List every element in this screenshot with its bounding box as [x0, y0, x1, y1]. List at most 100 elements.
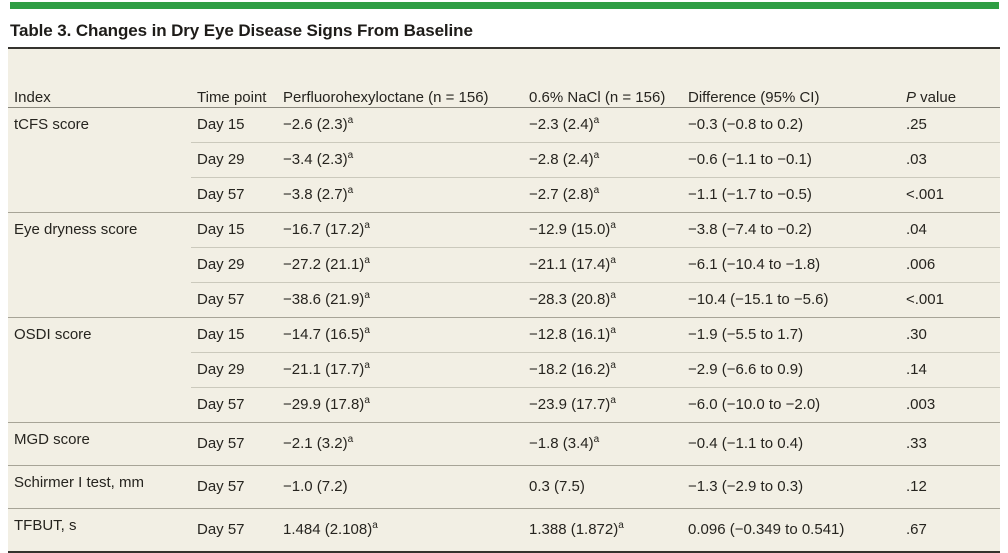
- table-row: Day 57 −3.8 (2.7)a −2.7 (2.8)a −1.1 (−1.7 t…: [8, 176, 1000, 212]
- cell-nacl: −18.2 (16.2)a: [523, 351, 682, 387]
- cell-nacl: −1.8 (3.4)a: [523, 421, 682, 465]
- p-value-rest: value: [916, 88, 957, 106]
- footnote-marker: a: [347, 115, 354, 126]
- cell-difference: −1.9 (−5.5 to 1.7): [682, 316, 900, 352]
- cell-time-point: Day 29: [191, 351, 277, 387]
- table-row: Day 57 −38.6 (21.9)a −28.3 (20.8)a −10.4 (−…: [8, 281, 1000, 317]
- cell-time-point: Day 29: [191, 141, 277, 177]
- cell-p-value: .67: [900, 507, 1000, 552]
- cell-time-point: Day 57: [191, 176, 277, 212]
- table-title: Table 3. Changes in Dry Eye Disease Sign…: [10, 21, 473, 40]
- cell-perfluorohexyloctane: −3.4 (2.3)a: [277, 141, 523, 177]
- cell-nacl: 1.388 (1.872)a: [523, 507, 682, 552]
- cell-nacl: −23.9 (17.7)a: [523, 386, 682, 422]
- cell-perfluorohexyloctane: −2.6 (2.3)a: [277, 106, 523, 142]
- col-header-index: Index: [8, 48, 191, 108]
- dry-eye-signs-table: Index Time point Perfluorohexyloctane (n…: [8, 47, 1000, 553]
- cell-time-point: Day 57: [191, 386, 277, 422]
- footnote-marker: a: [610, 395, 616, 406]
- cell-index: tCFS score: [8, 106, 191, 212]
- footnote-marker: a: [593, 150, 600, 161]
- cell-index: Eye dryness score: [8, 211, 191, 317]
- footnote-marker: a: [372, 520, 378, 531]
- footnote-marker: a: [610, 220, 616, 231]
- table-row: OSDI score Day 15 −14.7 (16.5)a −12.8 (16.1…: [8, 316, 1000, 422]
- cell-time-point: Day 15: [191, 211, 277, 247]
- footnote-marker: a: [593, 185, 600, 196]
- cell-perfluorohexyloctane: −2.1 (3.2)a: [277, 421, 523, 465]
- cell-time-point: Day 57: [191, 507, 277, 552]
- cell-perfluorohexyloctane: 1.484 (2.108)a: [277, 507, 523, 552]
- cell-difference: −6.0 (−10.0 to −2.0): [682, 386, 900, 422]
- footnote-marker: a: [347, 150, 354, 161]
- footnote-marker: a: [610, 290, 616, 301]
- cell-time-point: Day 57: [191, 464, 277, 508]
- table-row: tCFS score Day 15 −2.6 (2.3)a −2.3 (2.4)a −0…: [8, 106, 1000, 212]
- cell-index: Schirmer I test, mm: [8, 464, 191, 508]
- table-row: Eye dryness score Day 15 −16.7 (17.2)a −12.…: [8, 211, 1000, 317]
- cell-difference: −1.3 (−2.9 to 0.3): [682, 464, 900, 508]
- cell-nacl: −21.1 (17.4)a: [523, 246, 682, 282]
- accent-bar: [10, 2, 999, 9]
- footnote-marker: a: [364, 395, 370, 406]
- table-row: Day 29 −27.2 (21.1)a −21.1 (17.4)a −6.1 (−1…: [8, 246, 1000, 282]
- cell-perfluorohexyloctane: −21.1 (17.7)a: [277, 351, 523, 387]
- cell-time-point: Day 15: [191, 106, 277, 142]
- col-header-perfluorohexyloctane: Perfluorohexyloctane (n = 156): [277, 48, 523, 108]
- cell-difference: −2.9 (−6.6 to 0.9): [682, 351, 900, 387]
- cell-perfluorohexyloctane: −38.6 (21.9)a: [277, 281, 523, 317]
- footnote-marker: a: [364, 220, 370, 231]
- table-row: Schirmer I test, mm Day 57 −1.0 (7.2) 0.3 (…: [8, 464, 1000, 508]
- cell-perfluorohexyloctane: −27.2 (21.1)a: [277, 246, 523, 282]
- cell-p-value: .25: [900, 106, 1000, 142]
- header-row: Index Time point Perfluorohexyloctane (n…: [8, 48, 1000, 108]
- table-row: MGD score Day 57 −2.1 (3.2)a −1.8 (3.4)a −0.…: [8, 421, 1000, 465]
- footnote-marker: a: [610, 360, 616, 371]
- cell-nacl: −12.8 (16.1)a: [523, 316, 682, 352]
- cell-index: TFBUT, s: [8, 507, 191, 552]
- cell-difference: −10.4 (−15.1 to −5.6): [682, 281, 900, 317]
- cell-p-value: .14: [900, 351, 1000, 387]
- footnote-marker: a: [364, 360, 370, 371]
- cell-p-value: .04: [900, 211, 1000, 247]
- cell-nacl: −2.7 (2.8)a: [523, 176, 682, 212]
- cell-time-point: Day 15: [191, 316, 277, 352]
- cell-index: MGD score: [8, 421, 191, 465]
- footnote-marker: a: [347, 434, 354, 445]
- cell-p-value: .003: [900, 386, 1000, 422]
- cell-time-point: Day 29: [191, 246, 277, 282]
- col-header-difference: Difference (95% CI): [682, 48, 900, 108]
- cell-difference: −0.6 (−1.1 to −0.1): [682, 141, 900, 177]
- table-body: tCFS score Day 15 −2.6 (2.3)a −2.3 (2.4)a −0…: [8, 106, 1000, 552]
- cell-perfluorohexyloctane: −1.0 (7.2): [277, 464, 523, 508]
- footnote-marker: a: [364, 290, 370, 301]
- footnote-marker: a: [364, 325, 370, 336]
- cell-p-value: .33: [900, 421, 1000, 465]
- cell-difference: −1.1 (−1.7 to −0.5): [682, 176, 900, 212]
- footnote-marker: a: [593, 434, 600, 445]
- cell-difference: 0.096 (−0.349 to 0.541): [682, 507, 900, 552]
- cell-p-value: <.001: [900, 176, 1000, 212]
- cell-difference: −0.3 (−0.8 to 0.2): [682, 106, 900, 142]
- col-header-nacl: 0.6% NaCl (n = 156): [523, 48, 682, 108]
- footnote-marker: a: [610, 255, 616, 266]
- col-header-p-value: P value: [900, 48, 1000, 108]
- cell-difference: −6.1 (−10.4 to −1.8): [682, 246, 900, 282]
- footnote-marker: a: [347, 185, 354, 196]
- cell-perfluorohexyloctane: −16.7 (17.2)a: [277, 211, 523, 247]
- table-row: Day 29 −3.4 (2.3)a −2.8 (2.4)a −0.6 (−1.1 t…: [8, 141, 1000, 177]
- footnote-marker: a: [618, 520, 624, 531]
- table-header: Index Time point Perfluorohexyloctane (n…: [8, 48, 1000, 108]
- cell-nacl: −2.3 (2.4)a: [523, 106, 682, 142]
- cell-nacl: 0.3 (7.5): [523, 464, 682, 508]
- cell-nacl: −12.9 (15.0)a: [523, 211, 682, 247]
- cell-difference: −3.8 (−7.4 to −0.2): [682, 211, 900, 247]
- cell-time-point: Day 57: [191, 421, 277, 465]
- table-row: Day 57 −29.9 (17.8)a −23.9 (17.7)a −6.0 (−1…: [8, 386, 1000, 422]
- cell-p-value: <.001: [900, 281, 1000, 317]
- cell-nacl: −28.3 (20.8)a: [523, 281, 682, 317]
- cell-index: OSDI score: [8, 316, 191, 422]
- col-header-time-point: Time point: [191, 48, 277, 108]
- cell-p-value: .30: [900, 316, 1000, 352]
- cell-nacl: −2.8 (2.4)a: [523, 141, 682, 177]
